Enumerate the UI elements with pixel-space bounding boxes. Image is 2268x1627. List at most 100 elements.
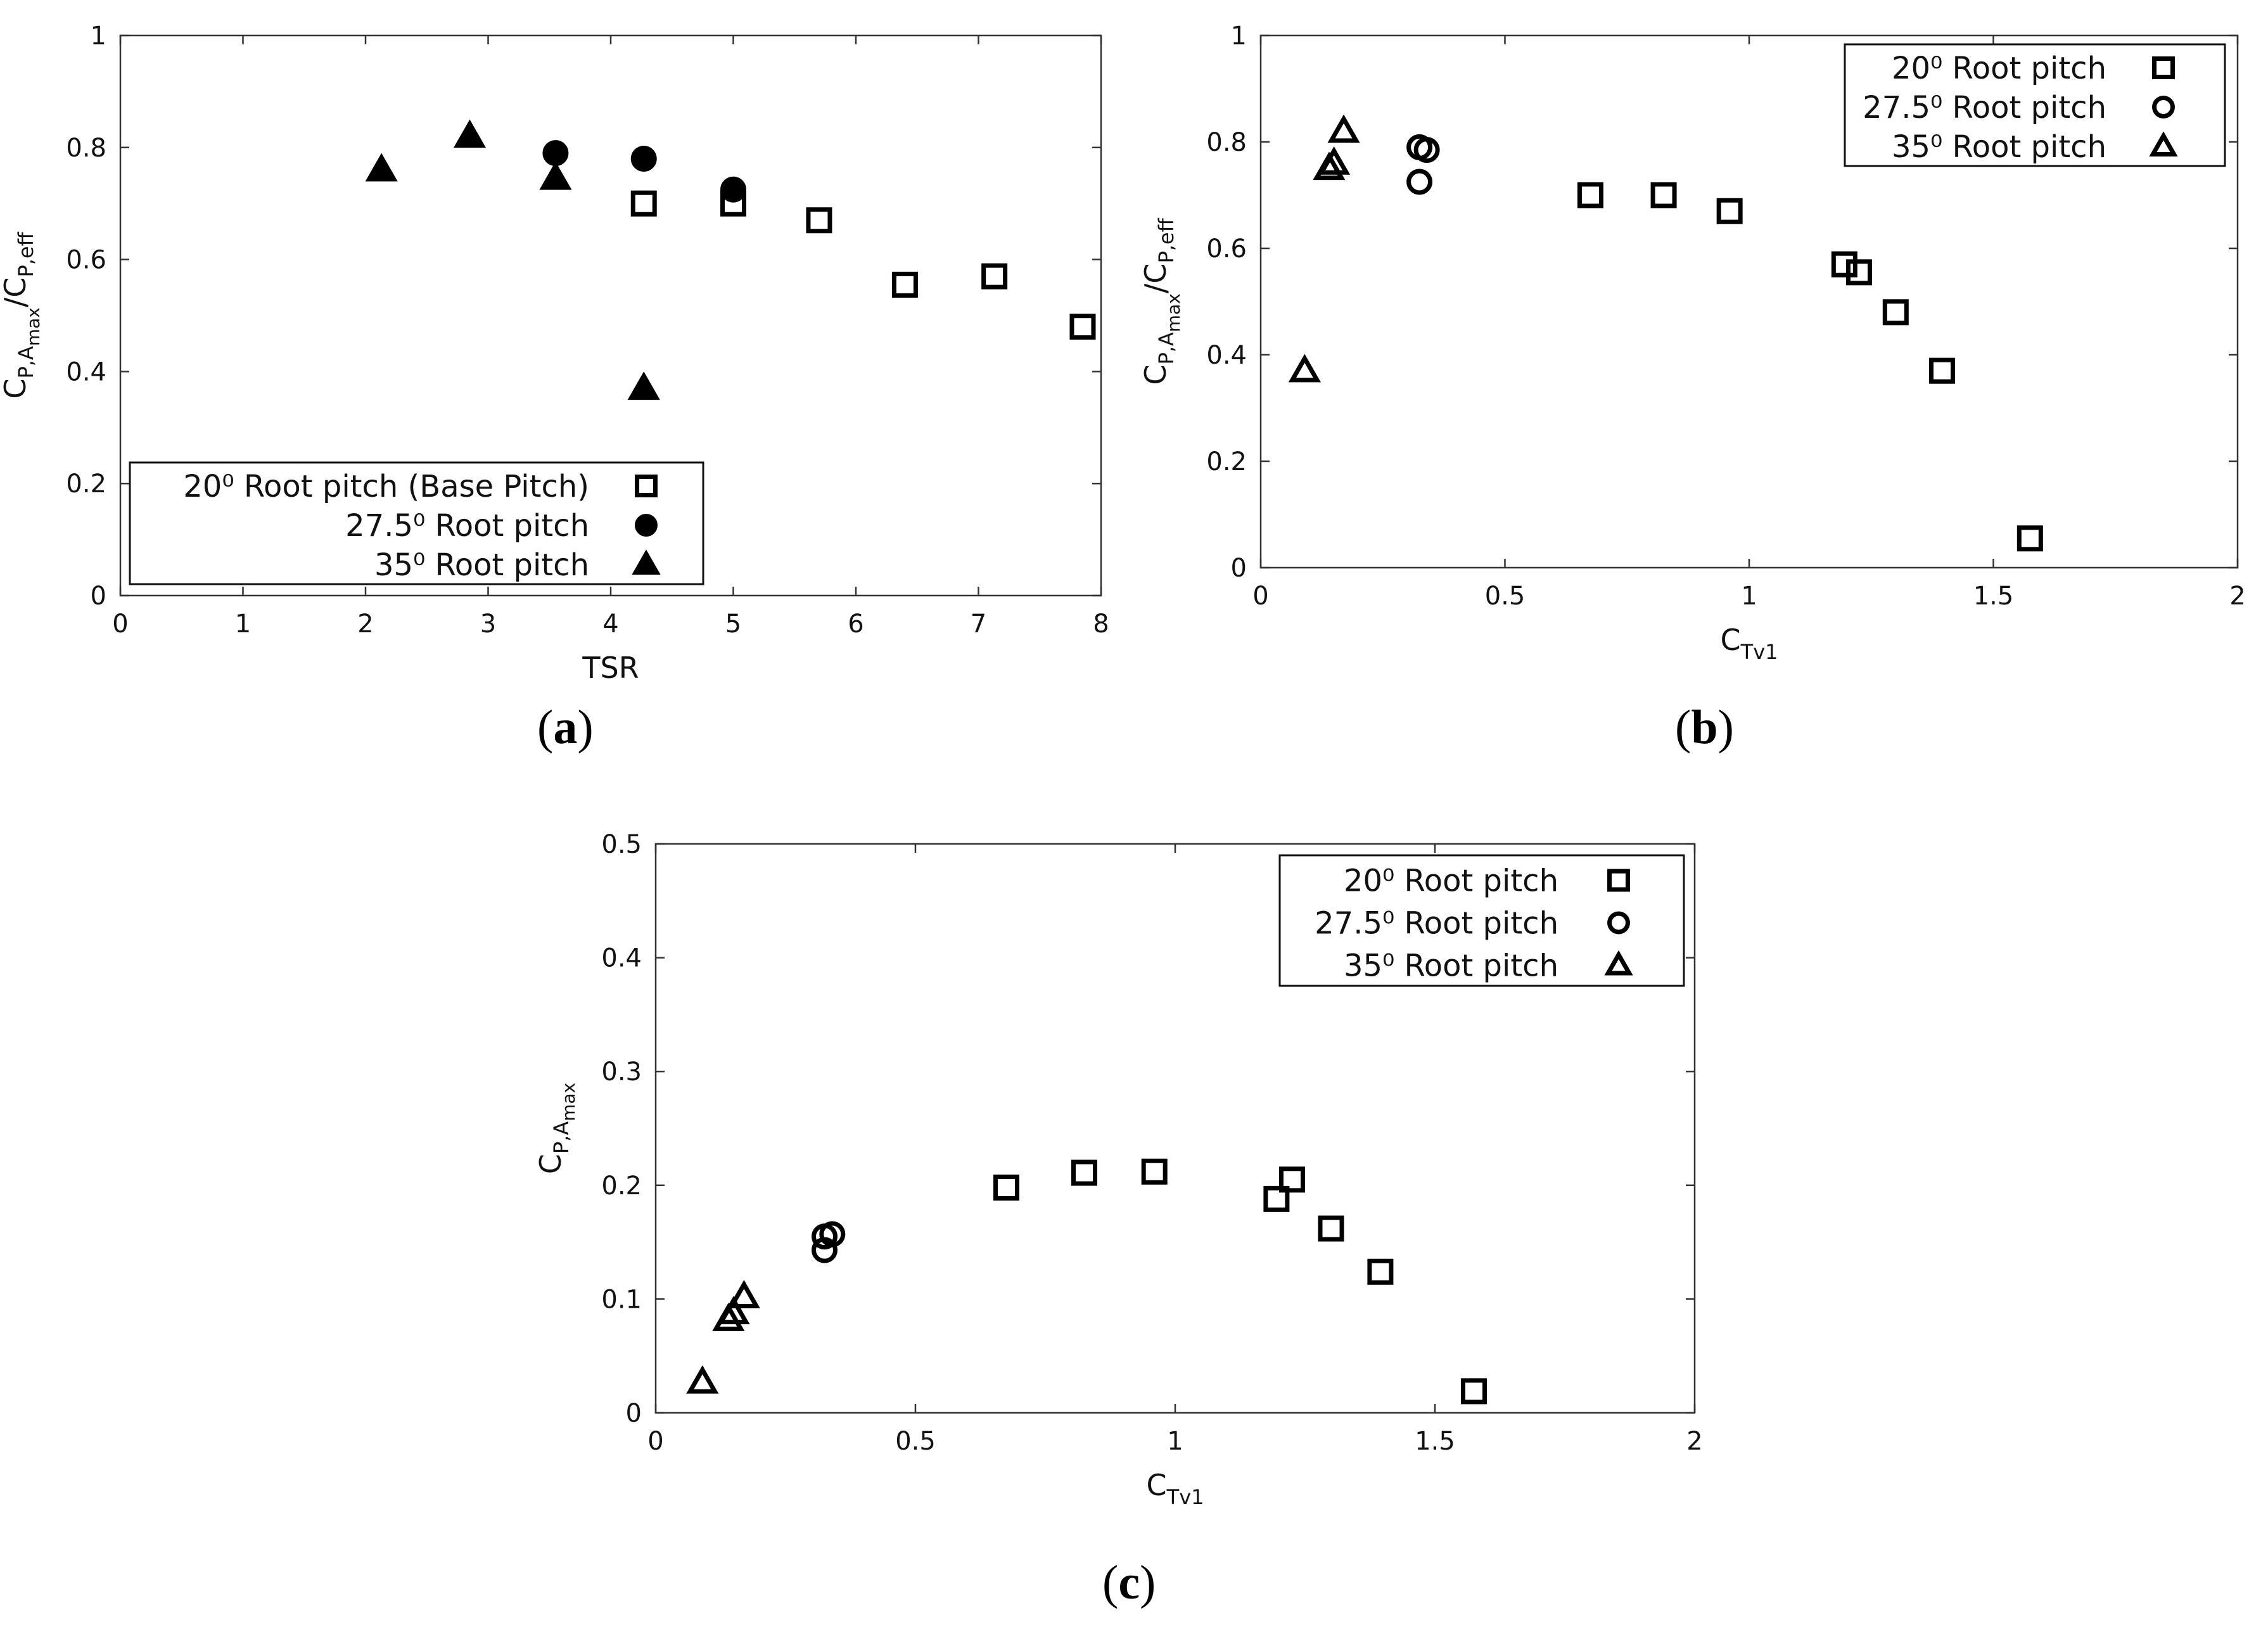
y-tick-label: 0.5: [601, 830, 642, 859]
series-1: [542, 140, 746, 203]
data-point: [1318, 146, 1351, 175]
legend-box: [129, 461, 704, 585]
x-tick-label: 0: [1252, 582, 1268, 611]
y-tick-label: 0: [1231, 554, 1247, 583]
series-1: [812, 1221, 846, 1263]
data-point: [891, 271, 918, 298]
legend-box: [1278, 854, 1685, 987]
x-tick-label: 1: [1167, 1427, 1183, 1456]
data-point: [1929, 357, 1956, 384]
data-point: [1716, 198, 1743, 224]
y-tick-label: 0.4: [66, 357, 106, 386]
data-point: [1069, 314, 1096, 340]
x-tick-label: 4: [602, 609, 618, 639]
data-point: [1406, 169, 1433, 195]
y-tick-label: 0.8: [66, 134, 106, 163]
legend-label: 35⁰ Root pitch: [1892, 129, 2106, 165]
data-point: [1461, 1378, 1487, 1405]
data-point: [1288, 354, 1321, 383]
panel-label-b: (b): [1675, 701, 1734, 754]
x-tick-label: 6: [848, 609, 863, 639]
legend-marker: [635, 514, 658, 537]
x-tick-label: 1.5: [1973, 582, 2014, 611]
data-point: [2016, 525, 2043, 552]
data-point: [981, 263, 1008, 290]
x-tick-label: 0.5: [1485, 582, 1526, 611]
x-axis-label: CTv1: [1721, 623, 1778, 664]
data-point: [542, 140, 569, 167]
y-tick-label: 0.2: [66, 469, 106, 499]
y-tick-label: 0: [626, 1399, 642, 1428]
data-point: [1577, 182, 1603, 208]
legend-label: 27.5⁰ Root pitch: [1315, 906, 1558, 941]
y-tick-label: 0.6: [66, 246, 106, 275]
x-tick-label: 2: [1686, 1427, 1702, 1456]
legend-label: 35⁰ Root pitch: [1344, 948, 1558, 984]
data-point: [806, 207, 832, 234]
x-tick-label: 8: [1093, 609, 1109, 639]
data-point: [1882, 299, 1909, 326]
data-point: [1263, 1185, 1290, 1212]
data-point: [1413, 137, 1440, 163]
x-tick-label: 1.5: [1415, 1427, 1455, 1456]
x-tick-label: 3: [480, 609, 496, 639]
legend-label: 27.5⁰ Root pitch: [345, 508, 589, 544]
legend-marker: [2149, 131, 2178, 156]
x-tick-label: 0.5: [895, 1427, 936, 1456]
panel-a: 0 1 2 3 4 5 6 7 8 0 0.2 0.4 0.6 0.8 1 TSR CP,Amax/CP,eff…: [0, 0, 1134, 786]
data-point: [1327, 114, 1360, 143]
panel-c: 0 0.5 1 1.5 2 0 0.1 0.2 0.3 0.4 0.5 CTv1 CP,Amax 20⁰ …: [0, 786, 2268, 1627]
y-tick-label: 1: [1231, 22, 1247, 51]
legend-marker: [1607, 869, 1630, 892]
data-point: [453, 119, 487, 148]
legend-label: 35⁰ Root pitch: [374, 547, 589, 583]
x-tick-label: 7: [971, 609, 986, 639]
y-tick-label: 1: [91, 22, 106, 51]
x-tick-label: 0: [647, 1427, 663, 1456]
data-point: [627, 371, 660, 400]
legend-label: 27.5⁰ Root pitch: [1863, 90, 2106, 125]
data-point: [365, 153, 398, 182]
panel-b: 0 0.5 1 1.5 2 0 0.2 0.4 0.6 0.8 1 CTv1 CP,Amax/CP,ef…: [1134, 0, 2268, 786]
y-axis-label: CP,Amax/CP,eff: [0, 231, 44, 399]
x-axis-label: CTv1: [1147, 1468, 1204, 1509]
data-point: [1831, 251, 1857, 278]
legend-marker: [2152, 96, 2175, 118]
legend-marker: [1607, 911, 1630, 935]
legend-label: 20⁰ Root pitch: [1892, 51, 2106, 86]
series-0: [993, 1158, 1487, 1405]
data-point: [630, 145, 657, 172]
y-tick-label: 0.8: [1206, 128, 1247, 157]
data-point: [1071, 1159, 1097, 1186]
data-point: [539, 161, 572, 190]
y-tick-label: 0.4: [1206, 341, 1247, 370]
data-point: [727, 1280, 760, 1308]
legend-marker: [2152, 56, 2175, 79]
legend-marker: [635, 475, 658, 497]
data-point: [1650, 182, 1677, 208]
chart-c: 0 0.5 1 1.5 2 0 0.1 0.2 0.3 0.4 0.5 CTv1 CP,Amax 20⁰ …: [533, 830, 1703, 1509]
x-tick-label: 1: [1741, 582, 1757, 611]
legend-label: 20⁰ Root pitch: [1344, 864, 1558, 899]
x-tick-label: 2: [357, 609, 373, 639]
legend-marker: [1604, 950, 1633, 976]
x-tick-label: 2: [2229, 582, 2245, 611]
series-1: [1406, 134, 1440, 195]
chart-b: 0 0.5 1 1.5 2 0 0.2 0.4 0.6 0.8 1 CTv1 CP,Amax/CP,ef…: [1138, 22, 2246, 664]
y-axis-label: CP,Amax: [533, 1083, 579, 1175]
data-point: [1141, 1158, 1168, 1185]
chart-a: 0 1 2 3 4 5 6 7 8 0 0.2 0.4 0.6 0.8 1 TSR CP,Amax/CP,eff…: [0, 22, 1109, 685]
series-2: [686, 1280, 760, 1394]
series-2: [365, 119, 660, 400]
x-tick-label: 0: [112, 609, 128, 639]
x-tick-label: 5: [725, 609, 741, 639]
y-tick-label: 0.2: [601, 1171, 642, 1201]
y-tick-label: 0: [91, 582, 106, 611]
y-tick-label: 0.4: [601, 944, 642, 973]
data-point: [720, 176, 746, 203]
data-point: [717, 1296, 750, 1325]
y-tick-label: 0.1: [601, 1285, 642, 1314]
y-axis-label: CP,Amax/CP,eff: [1138, 217, 1184, 385]
panel-label-c: (c): [1102, 1556, 1156, 1609]
series-2: [1288, 114, 1360, 383]
